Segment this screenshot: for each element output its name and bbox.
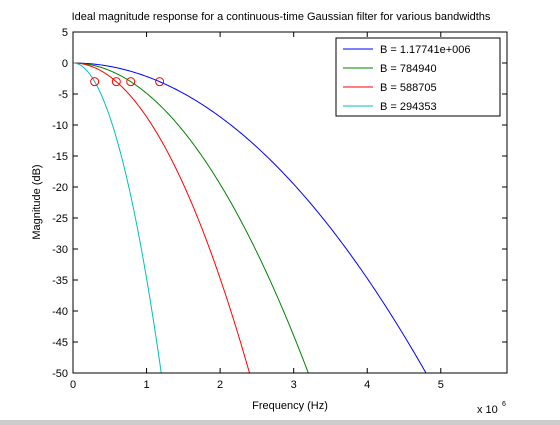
y-tick-label: -50 [52,368,68,380]
legend-label: B = 1.17741e+006 [380,44,471,56]
y-tick-label: -10 [52,120,68,132]
x-multiplier-label: x 10 [477,404,498,416]
cutoff-marker [155,77,165,87]
axes-box [72,31,508,374]
legend-box [335,37,501,117]
series-line [72,62,427,374]
chart-title: Ideal magnitude response for a continuou… [72,11,491,23]
x-axis-label: Frequency (Hz) [252,400,328,412]
axis-ticks: 0 1 2 3 4 5 5 0 -5 -10 -15 -20 -25 -30 -35 -40 -45 -50 [52,27,507,391]
cutoff-markers [90,77,165,87]
y-tick-label: -35 [52,275,68,287]
x-tick-label: 1 [143,379,149,391]
y-tick-label: -15 [52,151,68,163]
x-tick-label: 3 [291,379,297,391]
y-tick-label: -20 [52,182,68,194]
x-tick-label: 2 [217,379,223,391]
y-tick-label: 5 [62,27,68,39]
y-tick-label: -30 [52,244,68,256]
cutoff-marker [126,77,136,87]
series-line [72,62,162,374]
x-tick-label: 0 [70,379,76,391]
y-tick-label: -25 [52,213,68,225]
legend-label: B = 784940 [380,63,437,75]
y-tick-label: 0 [62,58,68,70]
legend-label: B = 588705 [380,82,437,94]
x-tick-label: 5 [438,379,444,391]
series-line [72,62,250,374]
x-multiplier-exponent: 6 [502,401,506,408]
y-tick-label: -45 [52,337,68,349]
curves [72,62,427,374]
y-axis-label: Magnitude (dB) [31,164,43,239]
legend-label: B = 294353 [380,101,437,113]
series-line [72,62,309,374]
y-tick-label: -5 [58,89,68,101]
y-tick-label: -40 [52,306,68,318]
x-tick-label: 4 [364,379,370,391]
cutoff-marker [90,77,100,87]
cutoff-marker [111,77,121,87]
legend: B = 1.17741e+006 B = 784940 B = 588705 B… [335,37,501,117]
